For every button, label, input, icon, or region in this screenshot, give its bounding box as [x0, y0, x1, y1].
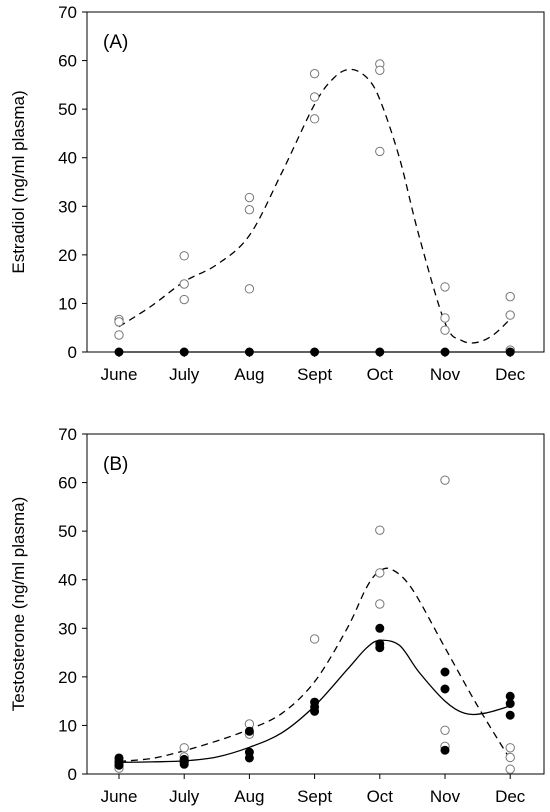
open-data-point	[440, 725, 450, 735]
filled-data-point	[310, 706, 320, 716]
y-tick-label: 70	[58, 3, 77, 22]
filled-data-point	[505, 699, 515, 709]
open-data-point	[244, 204, 255, 215]
filled-series	[114, 347, 515, 357]
open-data-point	[505, 310, 515, 320]
fit-line-dashed	[118, 567, 511, 763]
filled-data-point	[114, 347, 124, 357]
open-data-point	[244, 192, 255, 203]
filled-data-point	[505, 347, 515, 357]
plot-frame	[86, 433, 545, 775]
open-series	[114, 475, 515, 774]
open-data-point	[375, 146, 385, 157]
open-series	[114, 59, 515, 355]
x-tick-label: Nov	[430, 787, 461, 806]
filled-series	[114, 623, 515, 770]
panel-label: (A)	[103, 32, 128, 53]
y-tick-label: 0	[68, 343, 77, 362]
x-tick-label: July	[169, 365, 200, 384]
x-tick-label: Nov	[430, 365, 461, 384]
y-tick-label: 20	[58, 246, 77, 265]
open-data-point	[505, 764, 515, 774]
open-data-point	[179, 743, 189, 753]
y-tick-label: 40	[58, 571, 77, 590]
y-axis-title: Estradiol (ng/ml plasma)	[9, 90, 28, 273]
filled-data-point	[440, 684, 450, 694]
open-data-point	[440, 282, 450, 292]
open-data-point	[114, 317, 124, 327]
open-data-point	[440, 325, 450, 335]
plot-frame	[86, 11, 545, 353]
filled-data-point	[375, 347, 385, 357]
x-tick-label: June	[101, 365, 138, 384]
open-data-point	[309, 634, 320, 644]
x-tick-label: June	[101, 787, 138, 806]
filled-data-point	[440, 347, 450, 357]
open-data-point	[375, 568, 385, 578]
open-data-point	[309, 68, 320, 79]
y-tick-label: 0	[68, 765, 77, 784]
open-data-point	[309, 92, 320, 102]
open-data-point	[309, 114, 320, 124]
filled-data-point	[505, 710, 515, 720]
open-data-point	[440, 313, 450, 323]
filled-data-point	[440, 745, 450, 755]
x-tick-label: Oct	[367, 365, 394, 384]
panel-a: 0 10 20 30 40 50 60 70 June July Aug Sept Oct Nov Dec E…	[9, 3, 545, 384]
y-tick-label: 40	[58, 149, 77, 168]
x-tick-label: Sept	[297, 787, 332, 806]
x-tick-label: Aug	[234, 365, 264, 384]
panel-b: 0 10 20 30 40 50 60 70 June July Aug Sept Oct Nov Dec T…	[9, 425, 545, 806]
y-tick-label: 10	[58, 716, 77, 735]
x-tick-label: July	[169, 787, 200, 806]
filled-data-point	[114, 760, 124, 770]
filled-data-point	[375, 643, 385, 653]
open-data-point	[375, 599, 385, 609]
open-data-point	[505, 752, 515, 763]
filled-data-point	[440, 667, 450, 677]
y-tick-label: 20	[58, 668, 77, 687]
y-tick-label: 60	[58, 52, 77, 71]
open-data-point	[375, 65, 385, 75]
y-tick-label: 30	[58, 197, 77, 216]
y-axis-title: Testosterone (ng/ml plasma)	[9, 497, 28, 711]
fit-line-dashed	[118, 68, 511, 344]
filled-data-point	[179, 347, 189, 357]
filled-data-point	[244, 726, 254, 736]
x-tick-label: Aug	[234, 787, 264, 806]
y-tick-label: 70	[58, 425, 77, 444]
open-data-point	[179, 251, 189, 261]
y-tick-label: 30	[58, 619, 77, 638]
open-data-point	[505, 743, 515, 753]
open-data-point	[244, 284, 255, 294]
open-data-point	[505, 291, 515, 302]
filled-data-point	[375, 623, 385, 633]
filled-data-point	[244, 347, 254, 357]
x-tick-label: Dec	[495, 787, 526, 806]
open-data-point	[179, 279, 189, 289]
filled-data-point	[310, 347, 320, 357]
open-data-point	[114, 330, 124, 340]
y-tick-label: 50	[58, 522, 77, 541]
open-data-point	[179, 294, 189, 305]
open-data-point	[375, 525, 385, 535]
panel-label: (B)	[103, 454, 128, 475]
filled-data-point	[244, 753, 254, 763]
y-tick-label: 60	[58, 474, 77, 493]
x-tick-label: Oct	[367, 787, 394, 806]
fit-line-solid	[118, 639, 511, 763]
open-data-point	[440, 475, 450, 485]
y-tick-label: 10	[58, 294, 77, 313]
x-tick-label: Dec	[495, 365, 526, 384]
filled-data-point	[179, 759, 189, 769]
y-tick-label: 50	[58, 100, 77, 119]
x-tick-label: Sept	[297, 365, 332, 384]
